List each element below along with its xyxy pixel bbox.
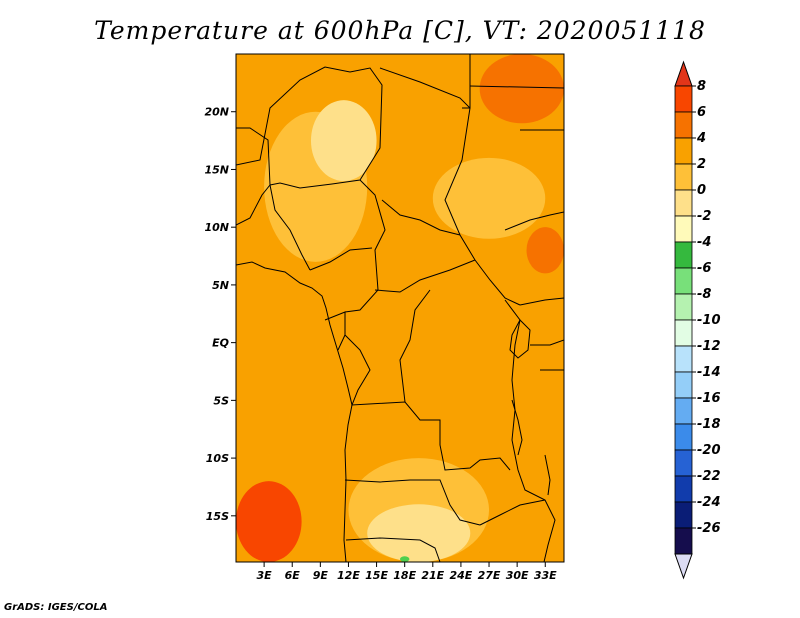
colorbar-swatch bbox=[674, 449, 693, 477]
lake-shore bbox=[509, 319, 531, 359]
temperature-region bbox=[432, 157, 546, 239]
lon-tick-label: 21E bbox=[421, 569, 444, 582]
lon-tick-label: 6E bbox=[285, 569, 301, 582]
border bbox=[374, 259, 476, 293]
colorbar-swatch bbox=[674, 423, 693, 451]
lat-tick-label: 15N bbox=[204, 163, 229, 176]
colorbar-label: -4 bbox=[697, 235, 711, 250]
lon-tick-label: 3E bbox=[257, 569, 273, 582]
lake-shore bbox=[544, 454, 551, 496]
temperature-field bbox=[236, 54, 564, 562]
colorbar-bottom-arrow bbox=[674, 553, 693, 580]
colorbar-label: 2 bbox=[697, 157, 706, 172]
border bbox=[479, 499, 546, 526]
lat-tick-label: 15S bbox=[206, 510, 229, 523]
colorbar-label: -22 bbox=[697, 469, 721, 484]
colorbar-label: 8 bbox=[697, 79, 706, 94]
lat-tick-label: 5N bbox=[212, 279, 229, 292]
colorbar-label: -12 bbox=[697, 339, 721, 354]
temperature-region bbox=[310, 100, 377, 181]
plot-title: Temperature at 600hPa [C], VT: 202005111… bbox=[94, 16, 706, 45]
temperature-region bbox=[479, 54, 564, 124]
border bbox=[519, 297, 564, 306]
border bbox=[469, 85, 564, 89]
lake-shore bbox=[511, 399, 523, 456]
lon-tick-label: 15E bbox=[365, 569, 388, 582]
lon-tick-label: 9E bbox=[313, 569, 329, 582]
border bbox=[345, 537, 441, 562]
colorbar-label: 0 bbox=[697, 183, 706, 198]
colorbar-swatch bbox=[674, 319, 693, 347]
colorbar-swatch bbox=[674, 241, 693, 269]
longitude-axis: 3E 6E 9E 12E 15E 18E 21E 24E 27E 30E 33E bbox=[257, 562, 557, 582]
colorbar-label: 4 bbox=[696, 131, 706, 146]
colorbar-label: -10 bbox=[697, 313, 721, 328]
border bbox=[344, 179, 386, 313]
colorbar-label: -20 bbox=[697, 443, 721, 458]
border bbox=[504, 211, 564, 231]
border bbox=[344, 479, 481, 526]
border bbox=[530, 339, 564, 346]
border bbox=[379, 67, 521, 306]
grads-credit: GrADS: IGES/COLA bbox=[4, 602, 108, 613]
colorbar-swatch bbox=[674, 501, 693, 529]
colorbar-swatch bbox=[674, 189, 693, 217]
lon-tick-label: 24E bbox=[450, 569, 473, 582]
colorbar-swatch bbox=[674, 345, 693, 373]
border bbox=[504, 299, 556, 562]
colorbar-label: -24 bbox=[697, 495, 721, 510]
colorbar-label: -2 bbox=[697, 209, 711, 224]
colorbar-swatch bbox=[674, 267, 693, 295]
colorbar-swatch bbox=[674, 111, 693, 139]
colorbar-swatch bbox=[674, 137, 693, 165]
border bbox=[236, 183, 311, 271]
map-frame bbox=[235, 53, 565, 563]
border bbox=[344, 334, 511, 471]
colorbar-swatch bbox=[674, 397, 693, 425]
colorbar-top-arrow bbox=[674, 60, 693, 87]
colorbar-label: -6 bbox=[697, 261, 711, 276]
border bbox=[462, 54, 471, 109]
border bbox=[309, 247, 373, 271]
country-borders bbox=[236, 54, 564, 562]
colorbar-label: -14 bbox=[697, 365, 721, 380]
colorbar-swatch bbox=[674, 371, 693, 399]
lat-tick-label: 10S bbox=[206, 452, 229, 465]
temperature-region bbox=[367, 504, 471, 562]
colorbar-label: -26 bbox=[697, 521, 721, 536]
colorbar-label: -16 bbox=[697, 391, 721, 406]
colorbar-label: -8 bbox=[697, 287, 711, 302]
lon-tick-label: 27E bbox=[478, 569, 501, 582]
colorbar-swatch bbox=[674, 85, 693, 113]
lon-tick-label: 33E bbox=[534, 569, 557, 582]
lat-tick-label: EQ bbox=[212, 337, 229, 350]
temperature-region bbox=[526, 227, 564, 274]
border bbox=[381, 199, 461, 236]
border bbox=[324, 311, 346, 351]
colorbar-swatch bbox=[674, 215, 693, 243]
colorbar-label: 6 bbox=[697, 105, 706, 120]
border bbox=[236, 127, 271, 186]
temperature-region bbox=[400, 556, 410, 562]
colorbar-swatch bbox=[674, 293, 693, 321]
lat-tick-label: 20N bbox=[204, 106, 229, 119]
lon-tick-label: 18E bbox=[393, 569, 416, 582]
colorbar-label: -18 bbox=[697, 417, 721, 432]
colorbar: 8 6 4 2 0 -2 -4 -6 -8 -10 -12 -14 -16 -18 -20 -22 -24 -26 bbox=[674, 60, 721, 580]
colorbar-swatch bbox=[674, 527, 693, 555]
lat-tick-label: 10N bbox=[204, 221, 229, 234]
lat-tick-label: 5S bbox=[213, 394, 229, 407]
border bbox=[236, 66, 383, 189]
border bbox=[399, 289, 431, 403]
colorbar-swatch bbox=[674, 163, 693, 191]
latitude-axis: 20N 15N 10N 5N EQ 5S 10S 15S bbox=[204, 106, 236, 523]
lon-tick-label: 30E bbox=[506, 569, 529, 582]
lon-tick-label: 12E bbox=[337, 569, 360, 582]
temperature-region bbox=[236, 481, 302, 562]
colorbar-swatch bbox=[674, 475, 693, 503]
